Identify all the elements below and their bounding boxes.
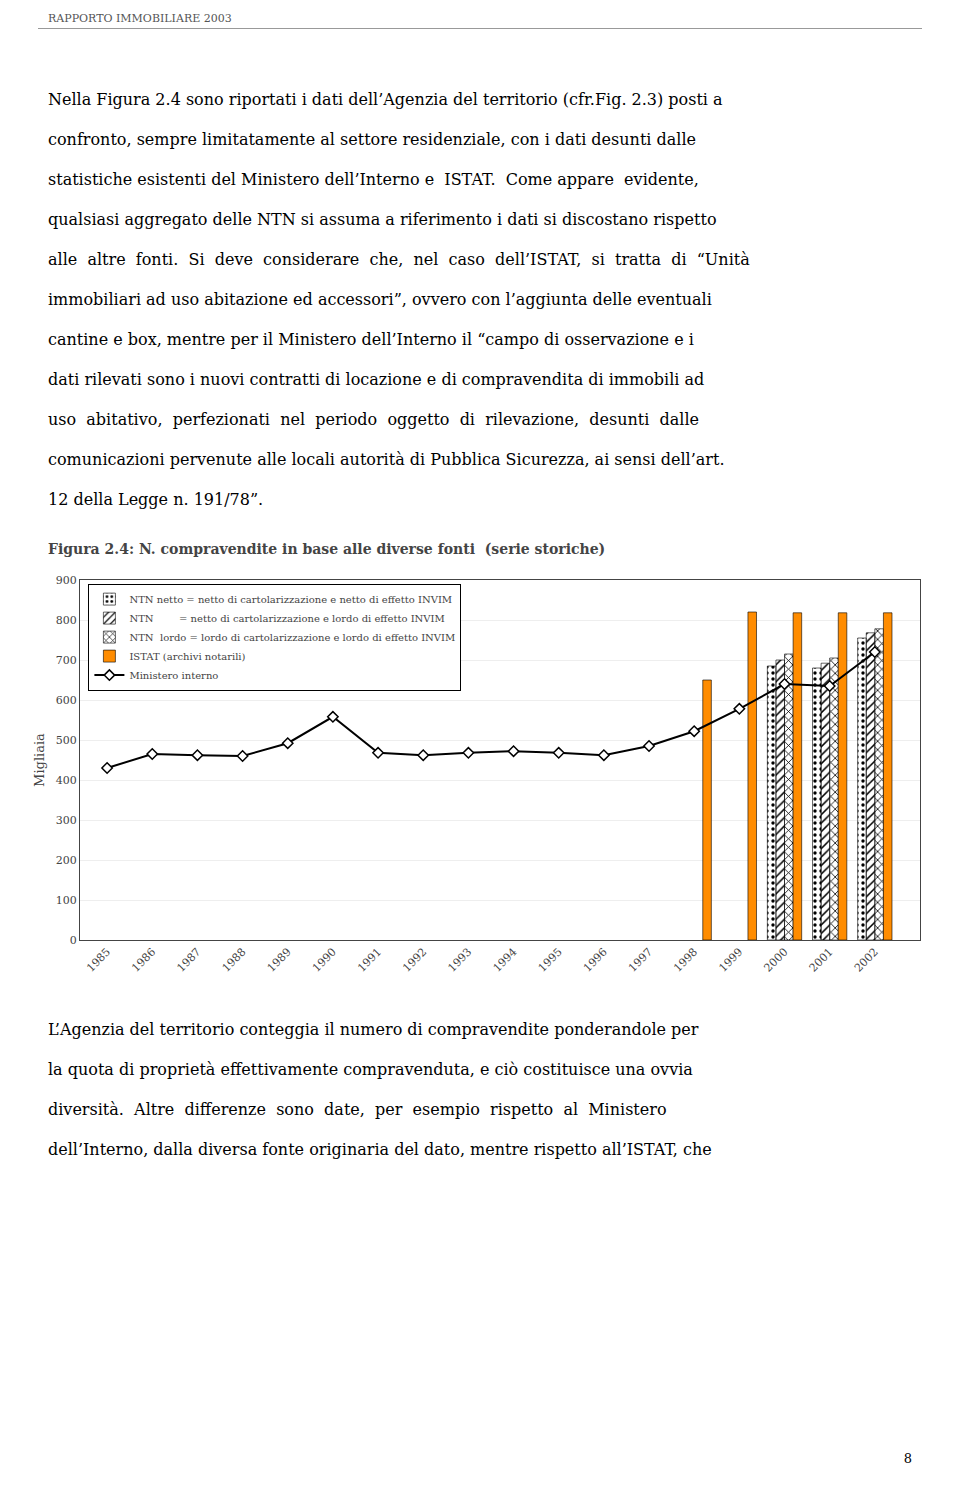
svg-text:2001: 2001 <box>807 946 836 975</box>
svg-text:700: 700 <box>56 654 77 667</box>
svg-text:ISTAT (archivi notarili): ISTAT (archivi notarili) <box>129 651 245 662</box>
svg-text:400: 400 <box>56 774 77 787</box>
svg-text:Migliaia: Migliaia <box>32 733 47 787</box>
svg-text:600: 600 <box>56 694 77 707</box>
html-text:RAPPORTO IMMOBILIARE 2003: RAPPORTO IMMOBILIARE 2003 <box>48 12 232 25</box>
html-text:la quota di proprietà effettiv: la quota di proprietà effettivamente com… <box>48 1060 693 1079</box>
svg-text:1995: 1995 <box>536 946 565 975</box>
svg-text:1991: 1991 <box>355 946 384 975</box>
html-text:immobiliari ad uso abitazione: immobiliari ad uso abitazione ed accesso… <box>48 290 712 309</box>
svg-text:NTN = netto di cartolar: NTN = netto di cartolarizzazione e lordo… <box>129 613 444 624</box>
svg-text:1994: 1994 <box>491 946 520 975</box>
html-text:dell’Interno, dalla diversa fo: dell’Interno, dalla diversa fonte origin… <box>48 1140 712 1159</box>
html-text:cantine e box, mentre per il M: cantine e box, mentre per il Ministero d… <box>48 330 694 349</box>
svg-text:800: 800 <box>56 614 77 627</box>
svg-text:900: 900 <box>56 574 77 587</box>
html-text:L’Agenzia del territorio conte: L’Agenzia del territorio conteggia il nu… <box>48 1020 699 1039</box>
html-text:comunicazioni pervenute alle l: comunicazioni pervenute alle locali auto… <box>48 450 725 469</box>
html-text:dati rilevati sono i nuovi con: dati rilevati sono i nuovi contratti di … <box>48 370 705 389</box>
svg-text:1992: 1992 <box>400 946 429 975</box>
svg-text:500: 500 <box>56 734 77 747</box>
svg-text:Figura 2.4: N. compravendite i: Figura 2.4: N. compravendite in base all… <box>48 541 605 557</box>
html-text:alle altre fonti. Si deve cons: alle altre fonti. Si deve considerare ch… <box>48 250 750 269</box>
html-text:uso abitativo, perfezionati ne: uso abitativo, perfezionati nel periodo … <box>48 410 699 429</box>
svg-text:NTN lordo = lordo di cartolar: NTN lordo = lordo di cartolarizzazione e… <box>129 632 455 643</box>
html-text:12 della Legge n. 191/78”.: 12 della Legge n. 191/78”. <box>48 490 264 509</box>
svg-text:1988: 1988 <box>220 946 249 975</box>
svg-text:1989: 1989 <box>265 946 294 975</box>
svg-text:2002: 2002 <box>852 946 881 975</box>
svg-text:1985: 1985 <box>84 946 113 975</box>
svg-text:1998: 1998 <box>671 946 700 975</box>
svg-text:Ministero interno: Ministero interno <box>129 670 218 681</box>
svg-text:1986: 1986 <box>129 946 158 975</box>
svg-text:0: 0 <box>70 934 77 947</box>
svg-text:200: 200 <box>56 854 77 867</box>
html-text:statistiche esistenti del Mini: statistiche esistenti del Ministero dell… <box>48 170 699 189</box>
svg-text:2000: 2000 <box>762 946 791 975</box>
svg-text:NTN netto = netto di cartolari: NTN netto = netto di cartolarizzazione e… <box>129 594 452 605</box>
html-text:Nella Figura 2.4 sono riportat: Nella Figura 2.4 sono riportati i dati d… <box>48 90 723 109</box>
svg-text:1997: 1997 <box>626 946 655 975</box>
svg-text:1996: 1996 <box>581 946 610 975</box>
html-text:diversità. Altre differenze so: diversità. Altre differenze sono date, p… <box>48 1100 667 1119</box>
svg-text:100: 100 <box>56 894 77 907</box>
svg-text:1990: 1990 <box>310 946 339 975</box>
svg-text:300: 300 <box>56 814 77 827</box>
svg-text:1987: 1987 <box>174 946 203 975</box>
html-text:8: 8 <box>903 1451 912 1466</box>
html-text:qualsiasi aggregato delle NTN: qualsiasi aggregato delle NTN si assuma … <box>48 210 717 229</box>
svg-text:1993: 1993 <box>445 946 474 975</box>
html-text:confronto, sempre limitatament: confronto, sempre limitatamente al setto… <box>48 130 696 149</box>
svg-text:1999: 1999 <box>716 946 745 975</box>
